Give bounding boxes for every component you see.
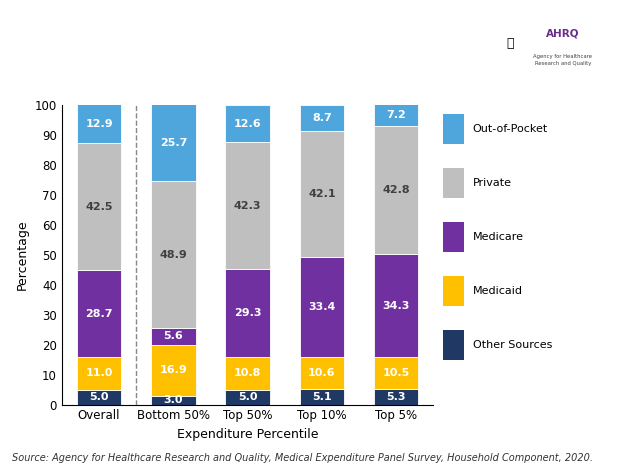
Text: Source: Agency for Healthcare Research and Quality, Medical Expenditure Panel Su: Source: Agency for Healthcare Research a… [12,452,594,463]
Bar [77,271,121,357]
Bar [77,390,121,405]
Text: AHRQ: AHRQ [546,28,580,38]
Text: 10.5: 10.5 [383,368,410,378]
Bar [77,104,121,143]
Bar [374,104,418,126]
Text: 10.6: 10.6 [308,368,335,379]
Bar [151,104,196,181]
FancyBboxPatch shape [443,330,464,359]
Text: 42.3: 42.3 [234,201,261,211]
Text: 7.2: 7.2 [386,110,406,120]
Bar [300,257,344,358]
Text: 34.3: 34.3 [383,301,410,311]
Text: and expenditure percentile, 2020: and expenditure percentile, 2020 [121,58,399,73]
Text: 3.0: 3.0 [163,395,183,405]
FancyBboxPatch shape [443,167,464,198]
Text: 42.1: 42.1 [308,189,335,199]
Bar [225,269,270,357]
Bar [374,357,418,389]
Text: 10.8: 10.8 [234,368,261,379]
Text: Private: Private [473,178,512,187]
Text: 42.5: 42.5 [85,202,113,212]
Text: 5.0: 5.0 [238,392,258,402]
Text: Out-of-Pocket: Out-of-Pocket [473,124,548,133]
Text: 5.0: 5.0 [89,392,109,402]
Bar [77,357,121,390]
Bar [151,328,196,345]
Bar [151,345,196,396]
Text: 🦅: 🦅 [506,37,514,50]
Bar [151,396,196,405]
Text: 12.9: 12.9 [85,119,113,129]
Text: 5.1: 5.1 [312,392,332,402]
Text: 11.0: 11.0 [85,368,113,378]
Bar [374,389,418,405]
Text: 48.9: 48.9 [160,250,187,260]
Y-axis label: Percentage: Percentage [16,219,29,290]
Bar [374,126,418,254]
Bar [225,105,270,142]
Text: 42.8: 42.8 [383,185,410,195]
Bar [151,181,196,328]
FancyBboxPatch shape [463,3,619,88]
Text: Other Sources: Other Sources [473,339,552,350]
Bar [300,358,344,389]
Text: 12.6: 12.6 [234,119,261,128]
Text: 28.7: 28.7 [85,308,113,319]
Text: 16.9: 16.9 [160,365,187,375]
Bar [300,131,344,257]
X-axis label: Expenditure Percentile: Expenditure Percentile [177,428,318,441]
Text: 5.3: 5.3 [386,392,406,402]
FancyBboxPatch shape [443,222,464,252]
Text: 5.6: 5.6 [163,332,183,341]
FancyBboxPatch shape [443,276,464,306]
Text: 29.3: 29.3 [234,308,261,318]
Text: Medicaid: Medicaid [473,286,522,296]
Bar [374,254,418,357]
Text: Agency for Healthcare
Research and Quality: Agency for Healthcare Research and Quali… [534,54,592,66]
Bar [225,390,270,405]
Bar [300,389,344,405]
FancyBboxPatch shape [443,113,464,144]
Text: 33.4: 33.4 [308,302,335,312]
Text: Medicare: Medicare [473,232,524,242]
Bar [225,142,270,269]
Text: 8.7: 8.7 [312,113,332,123]
Text: 25.7: 25.7 [160,138,187,148]
Bar [77,143,121,271]
Text: Figure 6. Percentage of expenditures by source of payment: Figure 6. Percentage of expenditures by … [13,21,507,37]
Bar [300,105,344,131]
Bar [225,357,270,390]
